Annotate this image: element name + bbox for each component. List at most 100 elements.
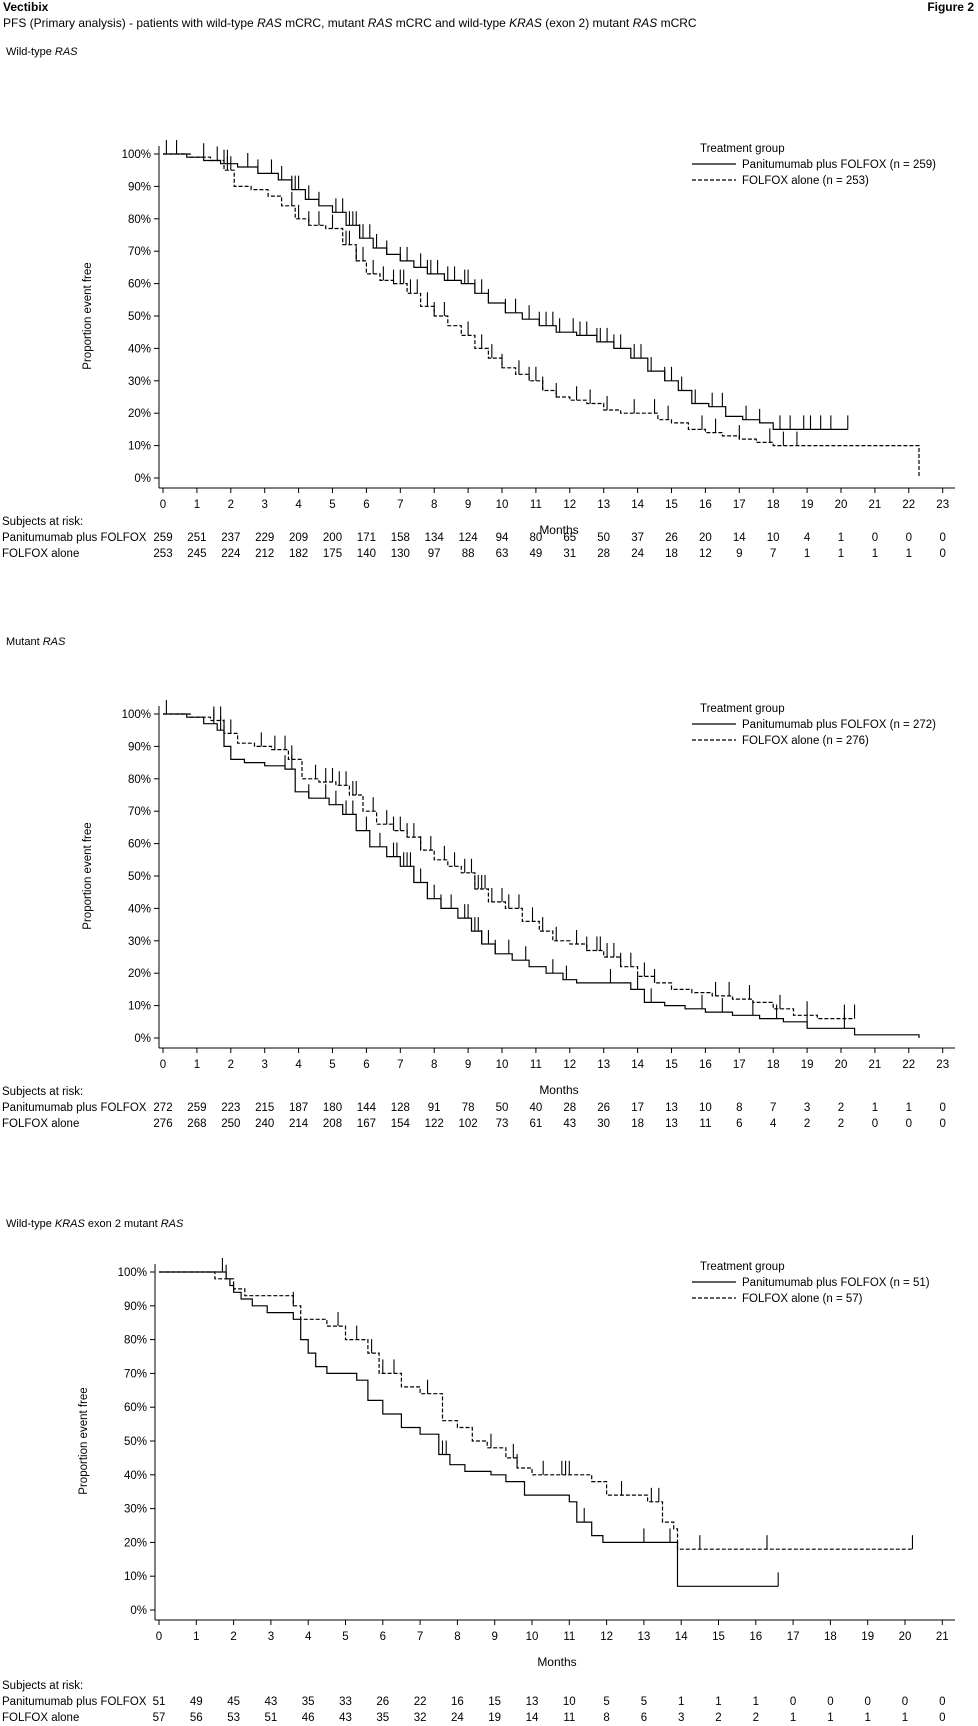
x-tick-label: 3 <box>261 499 267 511</box>
risk-cell: 253 <box>153 548 173 560</box>
x-tick-label: 12 <box>563 499 576 511</box>
brand-name: Vectibix <box>3 0 49 14</box>
x-tick-label: 8 <box>454 1631 460 1643</box>
risk-cell: 51 <box>152 1696 166 1708</box>
risk-cell: 4 <box>803 532 811 544</box>
risk-cell: 128 <box>390 1102 410 1114</box>
x-tick-label: 21 <box>869 499 882 511</box>
risk-cell: 5 <box>603 1696 610 1708</box>
y-tick-label: 40% <box>128 903 151 915</box>
x-tick-label: 12 <box>563 1059 576 1071</box>
risk-cell: 40 <box>529 1102 543 1114</box>
text-segment: Mutant <box>6 636 43 648</box>
risk-cell: 18 <box>665 548 678 560</box>
km-plot: 0%10%20%30%40%50%60%70%80%90%100%0 1 2 3 4 5 6… <box>82 700 955 1097</box>
risk-cell: 0 <box>939 548 946 560</box>
y-tick-label: 30% <box>128 936 151 948</box>
risk-cell: 2 <box>837 1102 845 1114</box>
x-tick-label: 19 <box>861 1631 874 1643</box>
x-tick-label: 0 <box>160 499 166 511</box>
x-tick-label: 13 <box>597 1059 610 1071</box>
risk-table-row: Panitumumab plus FOLFOX 272 259 223 215 187 18… <box>0 1102 978 1116</box>
x-tick-label: 20 <box>835 499 848 511</box>
x-tick-label: 22 <box>902 1059 915 1071</box>
risk-table-heading: Subjects at risk: <box>2 1086 84 1098</box>
text-segment: mCRC <box>657 16 697 30</box>
text-segment: mCRC, mutant <box>281 16 368 30</box>
risk-table-row: Panitumumab plus FOLFOX 259 251 237 229 209 20… <box>0 532 978 546</box>
risk-cell: 0 <box>939 1712 946 1724</box>
risk-cell: 56 <box>189 1712 203 1724</box>
risk-cell: 2 <box>715 1712 722 1724</box>
y-tick-label: 50% <box>124 1436 147 1448</box>
risk-cell: 180 <box>322 1102 343 1114</box>
y-tick-label: 10% <box>128 441 151 453</box>
risk-cell: 18 <box>631 1118 644 1130</box>
risk-cell: 26 <box>665 532 678 544</box>
risk-cell: 237 <box>221 532 241 544</box>
risk-cell: 154 <box>390 1118 410 1130</box>
risk-cell: 1 <box>789 1712 797 1724</box>
x-tick-label: 18 <box>824 1631 837 1643</box>
x-tick-label: 3 <box>268 1631 274 1643</box>
text-segment: (exon 2) mutant <box>541 16 633 30</box>
x-tick-label: 11 <box>530 499 542 511</box>
text-segment: RAS <box>632 16 658 30</box>
risk-cell: 1 <box>871 548 879 560</box>
x-tick-label: 11 <box>563 1631 575 1643</box>
text-segment: Wild-type <box>6 1218 55 1230</box>
risk-cell: 6 <box>640 1712 648 1724</box>
risk-cell: 1 <box>715 1696 722 1708</box>
x-tick-label: 7 <box>417 1631 423 1643</box>
risk-cell: 122 <box>424 1118 444 1130</box>
risk-cell: 0 <box>939 1102 946 1114</box>
risk-cell: 91 <box>427 1102 441 1114</box>
risk-cell: 223 <box>221 1102 241 1114</box>
x-tick-label: 18 <box>767 499 780 511</box>
risk-cell: 10 <box>562 1696 576 1708</box>
x-tick-label: 15 <box>665 1059 678 1071</box>
risk-cell: 209 <box>289 532 309 544</box>
risk-cell: 158 <box>390 532 410 544</box>
y-tick-label: 0% <box>134 473 151 485</box>
figure-subtitle: PFS (Primary analysis) - patients with w… <box>3 16 697 30</box>
x-tick-label: 1 <box>194 1059 200 1071</box>
y-tick-label: 0% <box>134 1033 151 1045</box>
risk-cell: 251 <box>187 532 207 544</box>
risk-cell: 57 <box>152 1712 166 1724</box>
x-tick-label: 5 <box>342 1631 348 1643</box>
y-tick-label: 60% <box>124 1402 147 1414</box>
legend-entry: FOLFOX alone (n = 276) <box>742 735 869 747</box>
risk-cell: 140 <box>356 548 376 560</box>
x-tick-label: 1 <box>193 1631 199 1643</box>
panel-title: Wild-type RAS <box>6 46 78 58</box>
risk-cell: 88 <box>461 548 475 560</box>
risk-cell: 1 <box>837 532 845 544</box>
risk-cell: 1 <box>827 1712 834 1724</box>
y-tick-label: 30% <box>124 1504 147 1516</box>
series-line-panitumumab-folfox <box>163 713 920 1038</box>
x-tick-label: 13 <box>638 1631 651 1643</box>
risk-cell: 1 <box>905 548 912 560</box>
x-tick-label: 2 <box>228 1059 234 1071</box>
text-segment: exon 2 mutant <box>84 1218 161 1230</box>
x-tick-label: 23 <box>936 499 949 511</box>
risk-cell: 31 <box>563 548 577 560</box>
y-tick-label: 80% <box>128 214 151 226</box>
x-tick-label: 16 <box>749 1631 762 1643</box>
risk-cell: 1 <box>871 1102 879 1114</box>
km-plot: 0%10%20%30%40%50%60%70%80%90%100%0 1 2 3 4 5 6… <box>82 140 955 537</box>
risk-cell: 26 <box>376 1696 390 1708</box>
risk-cell: 1 <box>803 548 811 560</box>
y-tick-label: 60% <box>128 839 151 851</box>
legend-entry: FOLFOX alone (n = 253) <box>742 175 869 187</box>
y-tick-label: 10% <box>124 1571 147 1583</box>
x-tick-label: 7 <box>397 499 403 511</box>
text-segment: KRAS <box>509 16 542 30</box>
risk-cell: 224 <box>221 548 241 560</box>
risk-table-heading: Subjects at risk: <box>2 1680 84 1692</box>
risk-cell: 78 <box>461 1102 475 1114</box>
x-tick-label: 9 <box>465 499 471 511</box>
risk-table-row: Panitumumab plus FOLFOX 51 49 45 43 35 33 26 22 1… <box>0 1696 978 1710</box>
risk-cell: 0 <box>939 1118 946 1130</box>
